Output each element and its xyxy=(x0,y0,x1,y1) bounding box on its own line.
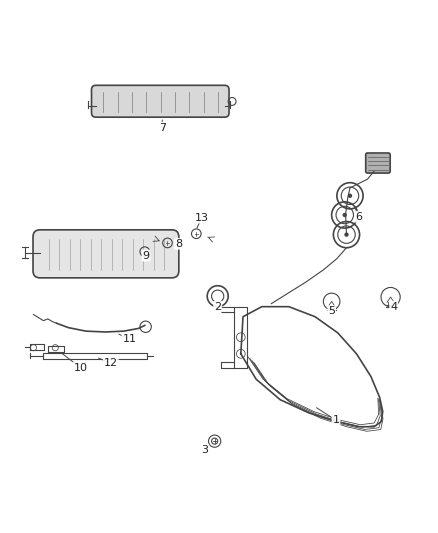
Text: 5: 5 xyxy=(328,306,335,316)
Text: 12: 12 xyxy=(104,358,118,368)
Circle shape xyxy=(348,193,352,198)
Text: 13: 13 xyxy=(194,213,208,223)
Text: 4: 4 xyxy=(390,302,397,312)
Text: 8: 8 xyxy=(175,239,182,249)
Text: 10: 10 xyxy=(74,363,88,373)
Text: 1: 1 xyxy=(332,415,339,425)
Text: 7: 7 xyxy=(159,123,166,133)
Circle shape xyxy=(343,213,347,217)
Text: 2: 2 xyxy=(214,302,221,312)
Text: 6: 6 xyxy=(355,212,362,222)
Text: 9: 9 xyxy=(142,251,150,261)
Text: 11: 11 xyxy=(123,334,137,344)
FancyBboxPatch shape xyxy=(92,85,229,117)
Text: 3: 3 xyxy=(201,445,208,455)
Circle shape xyxy=(344,232,349,237)
FancyBboxPatch shape xyxy=(366,153,390,173)
FancyBboxPatch shape xyxy=(33,230,179,278)
